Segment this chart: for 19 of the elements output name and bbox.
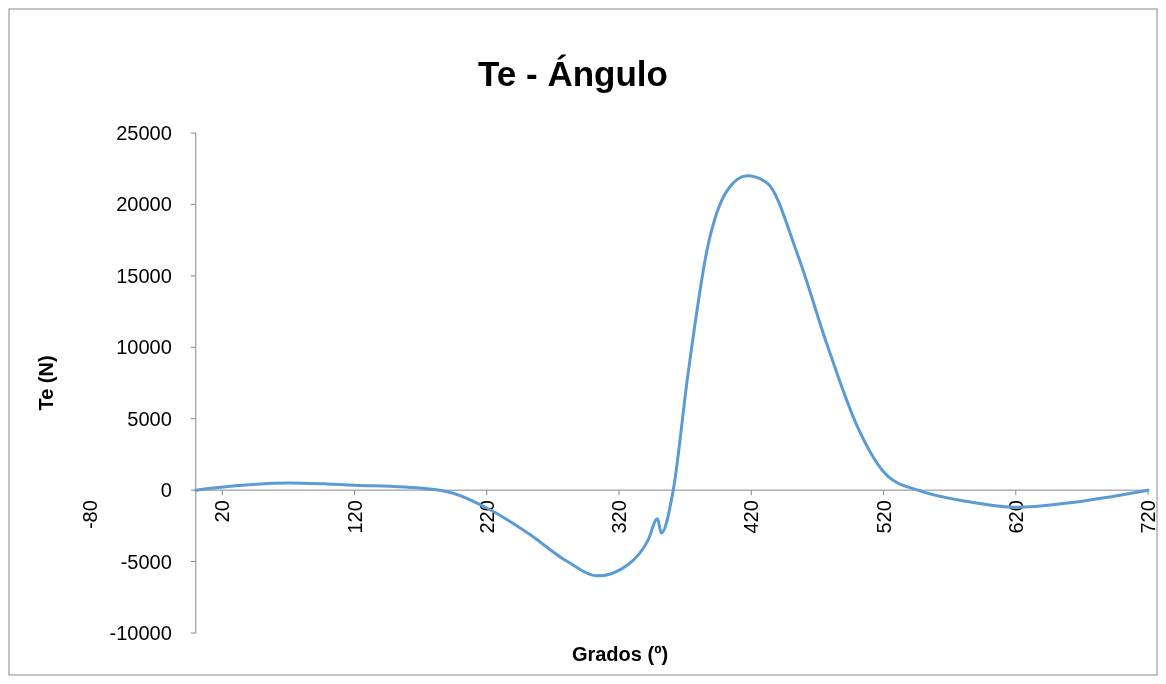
x-tick-label: 20 xyxy=(211,500,234,523)
x-axis-title: Grados (º) xyxy=(571,643,669,665)
y-tick-label: -10000 xyxy=(109,622,172,644)
y-tick-label: 0 xyxy=(160,479,172,502)
y-tick-label: 20000 xyxy=(116,193,172,216)
x-tick-label: 320 xyxy=(608,500,630,534)
x-tick-label: 120 xyxy=(343,500,366,534)
x-tick-label: 620 xyxy=(1004,500,1027,534)
y-tick-label: -5000 xyxy=(120,550,172,573)
x-tick-label: 720 xyxy=(1137,500,1159,534)
x-tick-label: 420 xyxy=(740,500,763,534)
y-tick-label: 5000 xyxy=(127,407,172,430)
y-tick-label: 10000 xyxy=(116,336,172,359)
y-tick-label: 25000 xyxy=(116,122,172,144)
x-tick-label: -80 xyxy=(79,500,101,530)
y-axis-title: Te (N) xyxy=(35,355,57,411)
chart-title: Te - Ángulo xyxy=(478,54,668,93)
x-tick-label: 520 xyxy=(872,500,895,534)
y-tick-label: 15000 xyxy=(116,264,172,287)
